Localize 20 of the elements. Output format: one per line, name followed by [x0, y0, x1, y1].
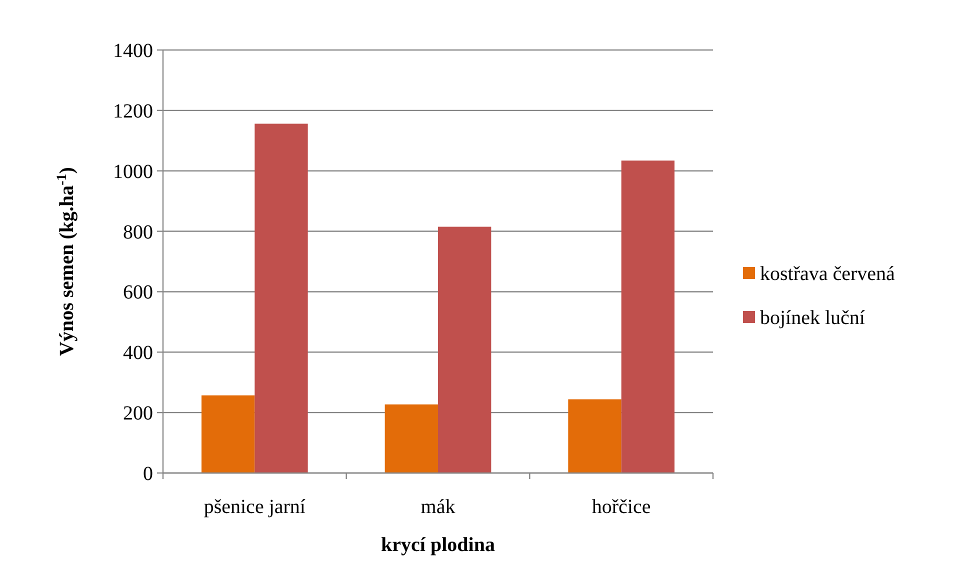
- legend-label: bojínek luční: [760, 307, 866, 329]
- y-tick-label: 400: [123, 342, 153, 364]
- y-tick-label: 1400: [113, 40, 153, 62]
- legend-label: kostřava červená: [760, 263, 896, 285]
- bar: [568, 399, 622, 473]
- x-axis-title: krycí plodina: [381, 534, 495, 556]
- bar: [254, 124, 308, 473]
- bar: [384, 404, 438, 473]
- y-tick-label: 0: [143, 463, 153, 485]
- y-tick-label: 1200: [113, 100, 153, 122]
- bar: [438, 226, 492, 473]
- bar: [202, 395, 255, 473]
- x-tick-label: hořčice: [592, 496, 651, 518]
- y-tick-label: 1000: [113, 160, 153, 183]
- bar: [621, 160, 674, 473]
- y-tick-label: 200: [123, 402, 153, 425]
- y-tick-label: 600: [123, 282, 153, 304]
- x-tick-label: mák: [420, 496, 456, 518]
- y-tick-label: 800: [123, 221, 153, 244]
- x-tick-label: pšenice jarní: [204, 496, 306, 518]
